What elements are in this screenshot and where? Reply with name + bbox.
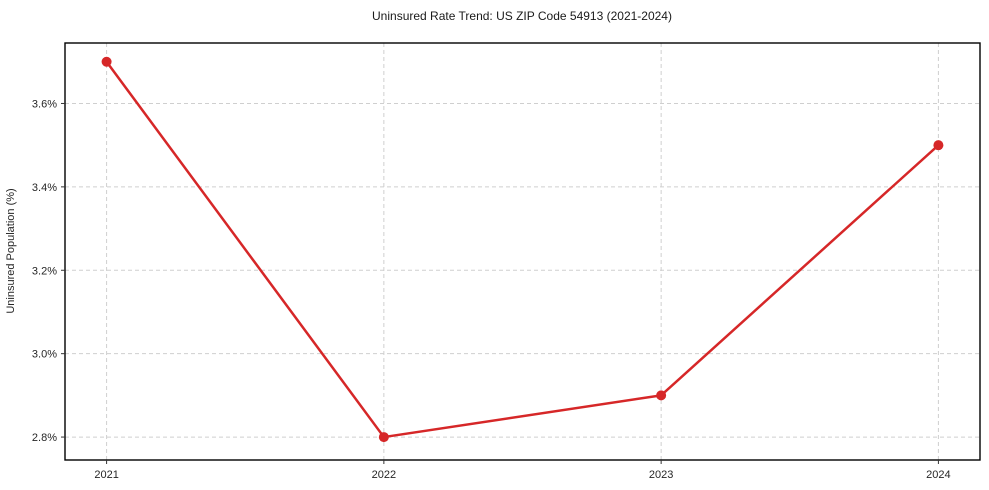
data-point xyxy=(656,390,667,401)
y-tick-label: 3.0% xyxy=(32,349,57,361)
gridlines xyxy=(65,43,980,460)
y-axis-label: Uninsured Population (%) xyxy=(5,188,17,313)
y-tick-label: 3.6% xyxy=(32,98,57,110)
data-points xyxy=(101,56,944,443)
plot-border xyxy=(64,42,981,461)
axis-ticks: 2.8% 3.0% 3.2% 3.4% 3.6% 2021 2022 2023 2024 xyxy=(32,98,951,481)
x-tick-label: 2022 xyxy=(372,469,396,481)
x-tick-label: 2023 xyxy=(649,469,673,481)
y-tick-label: 3.2% xyxy=(32,265,57,277)
x-tick-label: 2024 xyxy=(926,469,950,481)
y-tick-label: 2.8% xyxy=(32,432,57,444)
data-point xyxy=(101,56,112,67)
trend-line xyxy=(105,60,940,439)
chart-title: Uninsured Rate Trend: US ZIP Code 54913 … xyxy=(372,9,672,23)
data-point xyxy=(378,432,389,443)
x-tick-label: 2021 xyxy=(94,469,118,481)
y-tick-label: 3.4% xyxy=(32,182,57,194)
data-point xyxy=(933,140,944,151)
